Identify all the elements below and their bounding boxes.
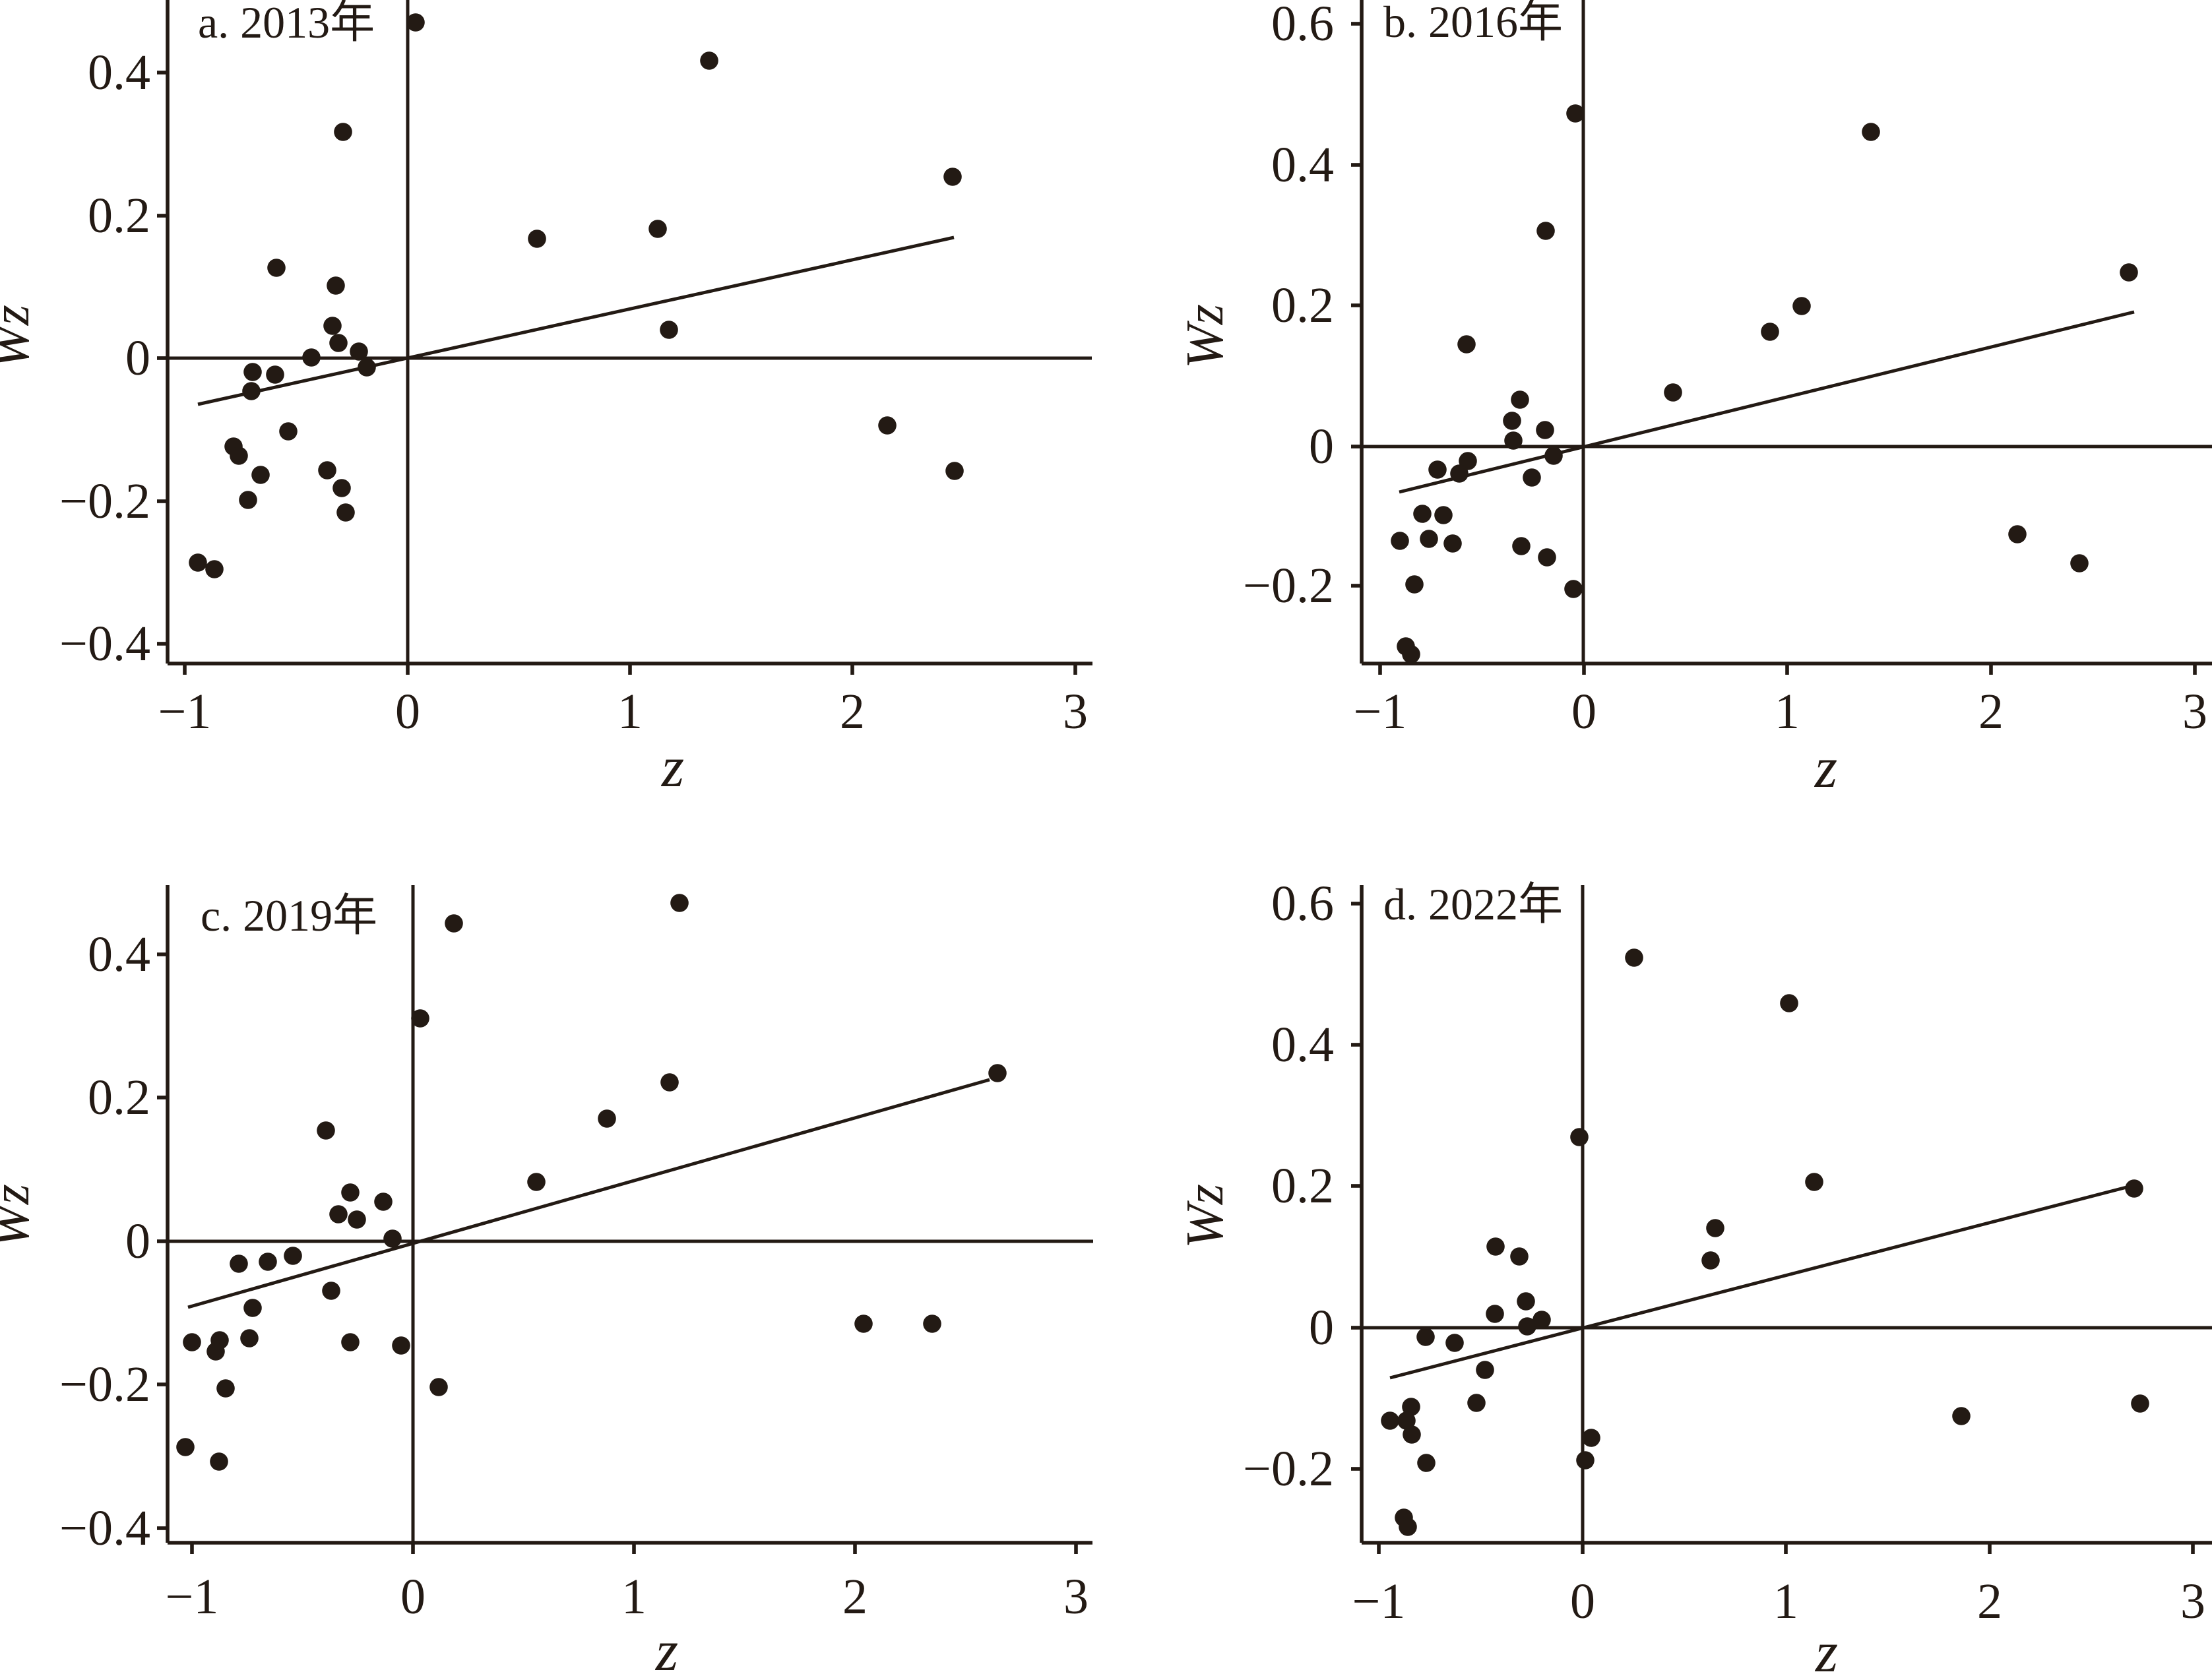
svg-text:0.4: 0.4 [88, 45, 150, 100]
svg-text:d. 2022年: d. 2022年 [1383, 879, 1563, 929]
svg-text:0.4: 0.4 [1271, 1017, 1334, 1072]
svg-text:1: 1 [617, 684, 643, 739]
svg-text:0: 0 [1571, 684, 1596, 739]
svg-text:0.2: 0.2 [1271, 278, 1334, 333]
svg-text:Wz: Wz [0, 1184, 40, 1249]
svg-text:3: 3 [1063, 1569, 1089, 1625]
svg-text:z: z [1814, 736, 1837, 800]
svg-text:0: 0 [1309, 419, 1334, 474]
svg-text:0.2: 0.2 [88, 188, 150, 243]
svg-text:0: 0 [400, 1569, 426, 1625]
svg-text:−0.4: −0.4 [59, 616, 150, 671]
svg-text:1: 1 [1773, 1574, 1798, 1629]
svg-text:2: 2 [842, 1569, 868, 1625]
svg-text:z: z [655, 1619, 678, 1672]
svg-text:3: 3 [2182, 684, 2207, 739]
svg-text:−1: −1 [166, 1569, 219, 1625]
svg-text:1: 1 [621, 1569, 647, 1625]
svg-text:−1: −1 [158, 684, 212, 739]
svg-text:2: 2 [1978, 684, 2004, 739]
svg-text:3: 3 [1063, 684, 1088, 739]
svg-text:0.4: 0.4 [1271, 137, 1334, 193]
svg-text:−1: −1 [1352, 1574, 1406, 1629]
svg-text:−0.4: −0.4 [59, 1501, 150, 1556]
svg-text:c. 2019年: c. 2019年 [201, 890, 377, 941]
svg-text:−0.2: −0.2 [59, 1357, 150, 1412]
svg-text:0.6: 0.6 [1271, 876, 1334, 931]
svg-text:2: 2 [840, 684, 865, 739]
svg-text:−1: −1 [1354, 684, 1407, 739]
svg-text:a. 2013年: a. 2013年 [198, 0, 375, 47]
svg-text:Wz: Wz [0, 305, 40, 369]
svg-text:Wz: Wz [1176, 304, 1234, 369]
svg-text:0: 0 [1309, 1300, 1334, 1355]
svg-text:−0.2: −0.2 [1243, 558, 1334, 613]
svg-text:3: 3 [2180, 1574, 2205, 1629]
svg-text:b. 2016年: b. 2016年 [1383, 0, 1563, 47]
svg-text:z: z [1815, 1621, 1838, 1672]
svg-text:−0.2: −0.2 [1243, 1441, 1334, 1497]
svg-text:0: 0 [395, 684, 420, 739]
svg-text:z: z [661, 735, 684, 799]
svg-text:Wz: Wz [1176, 1184, 1234, 1249]
svg-text:0: 0 [1570, 1574, 1595, 1629]
svg-text:2: 2 [1977, 1574, 2002, 1629]
svg-text:0.2: 0.2 [1271, 1158, 1334, 1214]
svg-text:0.2: 0.2 [88, 1070, 150, 1125]
svg-text:0: 0 [125, 330, 150, 386]
svg-text:−0.2: −0.2 [59, 474, 150, 529]
svg-text:0.4: 0.4 [88, 927, 150, 982]
svg-text:0: 0 [125, 1214, 150, 1269]
svg-text:0.6: 0.6 [1271, 0, 1334, 51]
svg-text:1: 1 [1775, 684, 1800, 739]
